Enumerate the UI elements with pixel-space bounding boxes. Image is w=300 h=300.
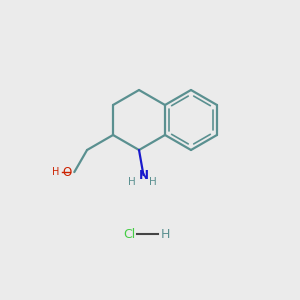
Text: H: H bbox=[160, 227, 170, 241]
Text: N: N bbox=[138, 169, 148, 182]
Text: H: H bbox=[52, 167, 59, 177]
Text: H: H bbox=[128, 177, 136, 187]
Text: H: H bbox=[148, 177, 156, 187]
Text: O: O bbox=[62, 166, 71, 178]
Text: Cl: Cl bbox=[123, 227, 135, 241]
